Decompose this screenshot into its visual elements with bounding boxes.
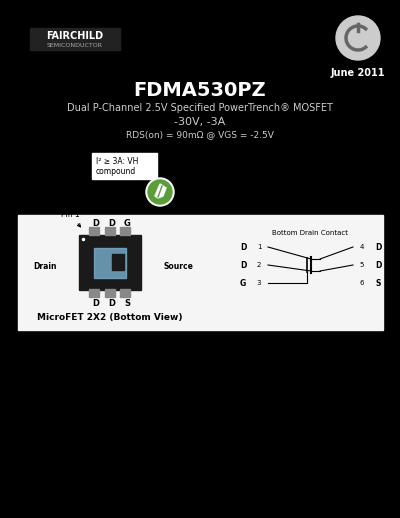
- Bar: [105, 227, 115, 235]
- Text: D: D: [240, 242, 246, 252]
- Text: 6: 6: [360, 280, 364, 286]
- Text: Source: Source: [163, 262, 193, 270]
- Text: FAIRCHILD: FAIRCHILD: [46, 31, 104, 41]
- Text: G: G: [124, 219, 130, 227]
- Circle shape: [336, 16, 380, 60]
- Bar: [89, 289, 99, 297]
- Bar: [250, 240, 268, 253]
- Bar: [250, 258, 268, 271]
- Bar: [120, 227, 130, 235]
- Text: 2: 2: [257, 262, 261, 268]
- Text: Bottom Drain Contact: Bottom Drain Contact: [272, 230, 348, 236]
- Text: compound: compound: [96, 166, 136, 176]
- Text: D: D: [240, 261, 246, 269]
- Text: D: D: [375, 242, 381, 252]
- Text: I² ≥ 3A: VH: I² ≥ 3A: VH: [96, 156, 138, 165]
- Bar: [89, 227, 99, 235]
- Text: RDS(on) = 90mΩ @ VGS = -2.5V: RDS(on) = 90mΩ @ VGS = -2.5V: [126, 131, 274, 139]
- Bar: [120, 289, 130, 297]
- Bar: [248, 225, 373, 315]
- Text: G: G: [240, 279, 246, 287]
- Text: Dual P-Channel 2.5V Specified PowerTrench® MOSFET: Dual P-Channel 2.5V Specified PowerTrenc…: [67, 103, 333, 113]
- Text: Drain: Drain: [34, 262, 57, 270]
- Text: 4: 4: [360, 244, 364, 250]
- Text: S: S: [375, 279, 381, 287]
- Bar: [112, 254, 124, 270]
- Bar: [30, 28, 120, 50]
- Text: MicroFET 2X2 (Bottom View): MicroFET 2X2 (Bottom View): [37, 312, 183, 322]
- Text: 1: 1: [257, 244, 261, 250]
- Bar: [250, 276, 268, 289]
- Text: D: D: [108, 219, 116, 227]
- Text: June 2011: June 2011: [331, 68, 385, 78]
- Circle shape: [146, 178, 174, 206]
- Bar: [92, 153, 157, 179]
- Text: -30V, -3A: -30V, -3A: [174, 117, 226, 127]
- Bar: [94, 248, 126, 278]
- Bar: [79, 235, 141, 290]
- Bar: [353, 258, 371, 271]
- Circle shape: [148, 180, 172, 204]
- Text: D: D: [108, 298, 116, 308]
- Text: 3: 3: [257, 280, 261, 286]
- Text: S: S: [124, 298, 130, 308]
- Text: D: D: [375, 261, 381, 269]
- Text: D: D: [92, 298, 100, 308]
- Bar: [105, 289, 115, 297]
- Text: SEMICONDUCTOR: SEMICONDUCTOR: [47, 42, 103, 48]
- Text: 5: 5: [360, 262, 364, 268]
- Text: Pin 1: Pin 1: [61, 210, 80, 227]
- Bar: [18, 215, 383, 330]
- Text: FDMA530PZ: FDMA530PZ: [134, 80, 266, 99]
- Polygon shape: [155, 184, 166, 198]
- Bar: [353, 276, 371, 289]
- Bar: [353, 240, 371, 253]
- Text: D: D: [92, 219, 100, 227]
